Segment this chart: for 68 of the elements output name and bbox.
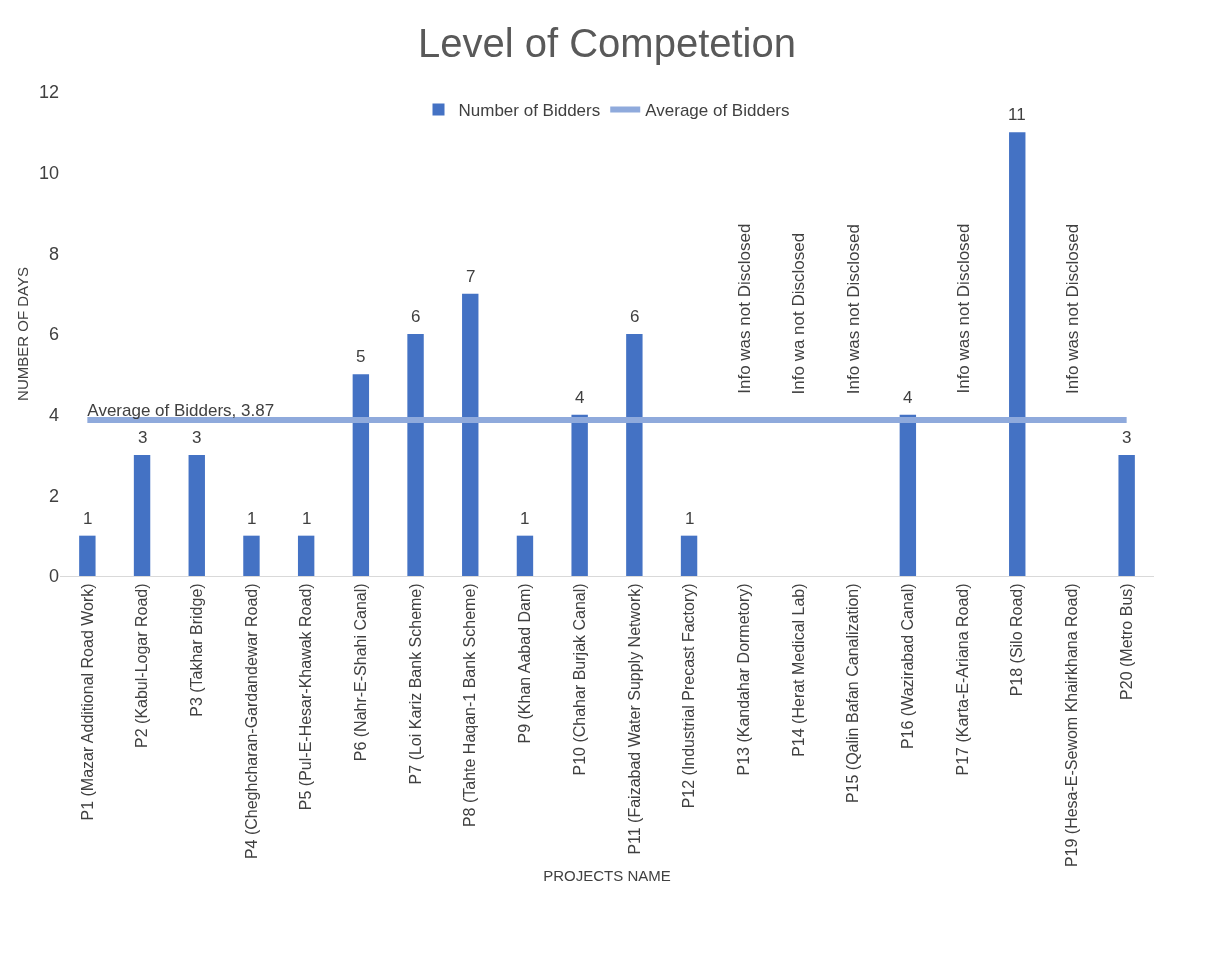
data-label: 6: [411, 307, 421, 326]
data-label: 1: [247, 509, 257, 528]
x-tick-label: P3 (Takhar Bridge): [187, 583, 205, 717]
data-label: 11: [1008, 105, 1026, 124]
data-label: 1: [520, 509, 530, 528]
bar: [626, 334, 643, 576]
text: Info was not Disclosed: [734, 223, 754, 394]
x-axis-title: PROJECTS NAME: [543, 867, 671, 885]
bar: [571, 414, 588, 576]
x-tick-label: P14 (Herat Medical Lab): [789, 583, 807, 757]
data-label: 7: [466, 267, 476, 286]
bar: [188, 455, 205, 576]
text: Info was not Disclosed: [844, 224, 864, 395]
y-tick-label: 10: [38, 162, 59, 183]
x-tick-label: P6 (Nahr-E-Shahi Canal): [352, 583, 370, 762]
x-tick-label: P16 (Wazirabad Canal): [899, 583, 917, 750]
bar: [1118, 455, 1135, 576]
x-tick-label: P17 (Karta-E-Ariana Road): [953, 583, 971, 776]
x-tick-label: P11 (Faizabad Water Supply Network): [625, 583, 643, 855]
bar: [133, 455, 151, 576]
bar: [79, 535, 96, 576]
bar: [407, 334, 424, 576]
data-label: 4: [903, 388, 913, 407]
y-tick-label: 4: [48, 404, 59, 425]
chart-title: Level of Competetion: [417, 20, 797, 65]
y-tick-label: 8: [48, 243, 59, 264]
data-label: 3: [192, 428, 202, 447]
x-tick-label: P5 (Pul-E-Hesar-Khawak Road): [297, 583, 315, 811]
x-tick-label: P19 (Hesa-E-Sewom Khairkhana Road): [1063, 583, 1081, 868]
bar: [352, 374, 370, 576]
data-label: 4: [575, 388, 585, 407]
data-label: 6: [630, 307, 640, 326]
x-tick-label: P10 (Chahar Burjak Canal): [570, 583, 588, 776]
bar: [899, 414, 917, 576]
x-tick-label: P9 (Khan Aabad Dam): [516, 583, 534, 744]
x-tick-label: P15 (Qalin Bafan Canalization): [844, 583, 862, 804]
data-label: 3: [138, 428, 148, 447]
bar: [462, 293, 479, 576]
x-tick-label: P1 (Mazar Additional Road Work): [78, 583, 96, 821]
y-tick-label: 12: [38, 82, 59, 103]
data-label: Average of Bidders, 3.87: [87, 400, 275, 420]
bar: [516, 535, 534, 576]
bar: [680, 535, 698, 576]
text: Info wa not Disclosed: [789, 232, 809, 395]
x-tick-label: P18 (Silo Road): [1008, 583, 1026, 697]
text: Info was not Disclosed: [953, 223, 973, 394]
data-label: 1: [685, 509, 695, 528]
legend-label: Average of Bidders: [645, 101, 790, 121]
legend-label: Number of Bidders: [458, 101, 601, 121]
y-tick-label: 0: [48, 566, 59, 587]
x-tick-label: P7 (Loi Kariz Bank Scheme): [406, 583, 424, 785]
x-tick-label: P4 (Cheghcharan-Gardandewar Road): [242, 583, 260, 860]
data-label: 1: [83, 509, 93, 528]
x-tick-label: P12 (Industrial Precast Factory): [680, 583, 698, 809]
x-tick-label: P8 (Tahte Haqan-1 Bank Scheme): [461, 583, 479, 828]
x-tick-label: P20 (Metro Bus): [1117, 583, 1135, 700]
text: Info was not Disclosed: [1062, 223, 1082, 394]
bar: [243, 535, 260, 576]
data-label: 1: [302, 509, 312, 528]
y-tick-label: 6: [48, 324, 59, 345]
bar: [297, 535, 315, 576]
y-tick-label: 2: [48, 485, 59, 506]
x-tick-label: P2 (Kabul-Logar Road): [133, 583, 151, 748]
bar: [1009, 132, 1026, 576]
data-label: 5: [356, 347, 366, 366]
data-label: 3: [1122, 428, 1132, 447]
x-tick-label: P13 (Kandahar Dormetory): [734, 583, 752, 776]
y-axis-title: NUMBER OF DAYS: [14, 267, 32, 401]
